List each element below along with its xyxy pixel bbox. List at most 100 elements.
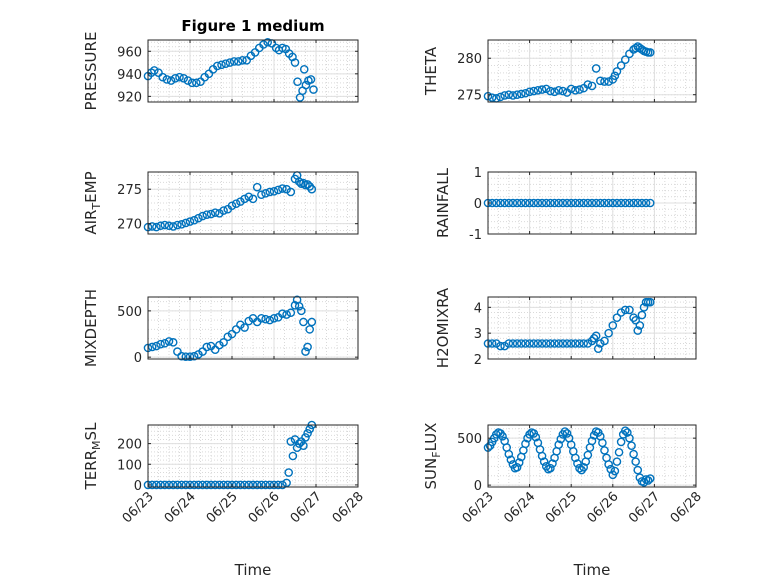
data-point: [498, 431, 507, 441]
data-point: [541, 339, 551, 348]
data-point: [589, 334, 599, 343]
data-point: [303, 180, 312, 189]
data-point: [571, 453, 580, 463]
data-point: [261, 480, 270, 490]
data-point: [212, 61, 222, 71]
data-point: [244, 480, 254, 490]
x-tick-label: 06/27: [288, 489, 325, 526]
data-point: [294, 301, 304, 311]
data-point: [189, 215, 199, 225]
y-tick-label: 500: [457, 432, 482, 447]
data-point: [558, 86, 568, 96]
data-point: [177, 480, 186, 490]
data-point: [158, 72, 167, 82]
y-tick-label: 0: [474, 197, 482, 212]
data-point: [273, 480, 283, 490]
data-point: [579, 462, 588, 472]
data-point: [162, 75, 172, 84]
subplot-6: 2 3 4 H2OMIXRA: [434, 287, 697, 368]
data-point: [623, 428, 632, 437]
data-point: [185, 217, 195, 226]
x-tick-label: 06/23: [460, 489, 497, 526]
data-point: [583, 80, 593, 89]
data-point: [612, 67, 622, 76]
data-point: [627, 441, 636, 450]
data-point: [231, 199, 241, 208]
data-point: [633, 465, 643, 475]
data-point: [504, 449, 514, 459]
data-point: [269, 186, 279, 196]
data-point: [294, 177, 304, 186]
data-point: [612, 457, 622, 466]
data-point: [198, 347, 207, 356]
data-point: [168, 222, 178, 231]
y-axis-label: AIRTEMP: [82, 171, 103, 234]
x-axis-label: Time: [573, 561, 611, 579]
data-point: [147, 342, 157, 352]
subplot-2: 275 280 THETA: [422, 39, 697, 104]
data-point: [645, 474, 655, 483]
data-point: [591, 64, 601, 73]
data-point: [261, 314, 270, 324]
subplot-5: 0 500 MIXDEPTH: [82, 289, 359, 367]
data-point: [620, 426, 630, 435]
data-point: [240, 323, 249, 332]
data-point: [160, 338, 170, 348]
data-point: [487, 93, 497, 102]
data-point: [257, 313, 266, 323]
y-axis-label-part: LUX: [422, 423, 440, 452]
data-point: [631, 43, 640, 53]
data-point: [265, 187, 275, 197]
data-point: [496, 198, 505, 208]
y-axis-label-part: EMP: [82, 171, 100, 202]
y-axis-label-subscript: F: [430, 451, 443, 457]
series-markers: [143, 295, 317, 361]
data-point: [562, 339, 572, 348]
data-point: [583, 198, 593, 208]
axes-box: [487, 39, 697, 103]
subplot-1: 920 940 960 PRESSURE Figure 1 medium: [82, 17, 359, 110]
data-point: [546, 86, 555, 96]
data-point: [170, 74, 180, 83]
y-axis-label: RAINFALL: [434, 167, 452, 238]
data-point: [152, 480, 161, 490]
data-point: [643, 476, 653, 485]
data-point: [173, 480, 182, 490]
data-point: [288, 451, 298, 461]
data-point: [616, 61, 626, 70]
data-point: [571, 86, 580, 95]
data-point: [554, 86, 564, 95]
data-point: [202, 342, 212, 352]
data-point: [173, 220, 182, 230]
y-tick-label: 270: [117, 218, 142, 233]
data-point: [187, 78, 197, 88]
data-point: [575, 85, 584, 94]
data-point: [191, 78, 201, 88]
data-point: [608, 198, 618, 208]
y-tick-label: 3: [474, 327, 482, 342]
data-point: [629, 313, 638, 322]
subplot-4: -1 0 1 RAINFALL: [434, 166, 697, 243]
data-point: [539, 457, 549, 466]
data-point: [504, 198, 514, 208]
axes-box: [147, 39, 359, 103]
data-point: [620, 55, 630, 64]
data-point: [177, 220, 186, 229]
data-point: [156, 221, 165, 231]
data-point: [282, 478, 291, 488]
data-point: [529, 198, 539, 208]
data-point: [610, 466, 620, 476]
data-point: [566, 84, 576, 94]
data-point: [183, 76, 193, 85]
y-tick-label: 275: [117, 183, 142, 198]
data-point: [299, 65, 309, 74]
data-point: [521, 198, 530, 208]
data-point: [512, 90, 522, 100]
data-point: [508, 198, 518, 208]
data-point: [537, 339, 547, 348]
data-point: [496, 92, 505, 102]
data-point: [244, 192, 254, 202]
data-point: [608, 321, 618, 330]
data-point: [168, 480, 178, 490]
data-point: [575, 463, 584, 473]
